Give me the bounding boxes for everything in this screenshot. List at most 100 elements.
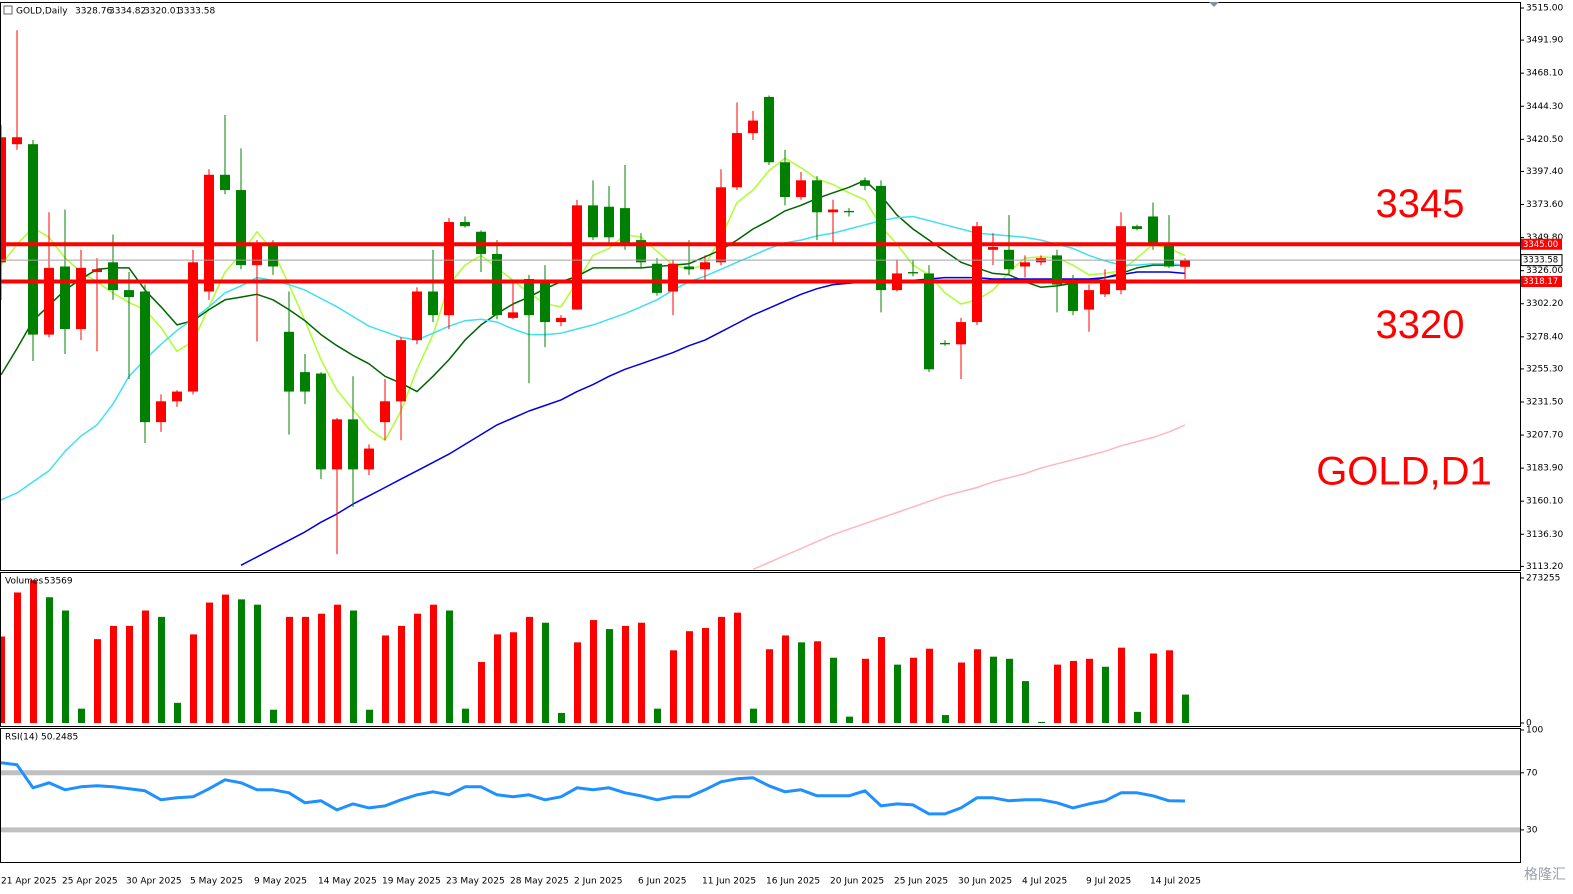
level-tag: 3345.00 bbox=[1523, 240, 1558, 250]
volume-bar bbox=[718, 616, 725, 723]
volume-bar bbox=[510, 632, 517, 723]
candle-body bbox=[700, 262, 710, 270]
candle-body bbox=[524, 278, 534, 316]
volume-bar bbox=[750, 708, 757, 723]
x-tick-label: 4 Jul 2025 bbox=[1022, 877, 1067, 887]
y-tick-label: 3491.90 bbox=[1526, 36, 1563, 46]
y-tick-label: 100 bbox=[1526, 726, 1543, 736]
volume-bar bbox=[94, 639, 101, 723]
candle-body bbox=[172, 391, 182, 402]
candle-body bbox=[1148, 216, 1158, 246]
candle-body bbox=[556, 317, 566, 323]
candle-body bbox=[460, 222, 470, 227]
candle-body bbox=[1020, 262, 1030, 267]
candle-body bbox=[396, 340, 406, 402]
candle-body bbox=[492, 253, 502, 316]
candle-body bbox=[364, 448, 374, 470]
volume-bar bbox=[590, 620, 597, 723]
volume-bar bbox=[958, 662, 965, 723]
volume-bar bbox=[942, 715, 949, 723]
volume-bar bbox=[1, 636, 5, 723]
candle-body bbox=[108, 262, 118, 291]
candle-body bbox=[12, 137, 22, 145]
candle-body bbox=[1, 137, 6, 263]
y-tick-label: 3183.90 bbox=[1526, 464, 1563, 474]
watermark: 格隆汇 bbox=[1524, 867, 1566, 883]
moving-average bbox=[752, 424, 1186, 570]
candle-body bbox=[1084, 290, 1094, 310]
candle-body bbox=[972, 226, 982, 323]
volume-bar bbox=[574, 642, 581, 723]
volume-bar bbox=[1150, 653, 1157, 723]
candle-body bbox=[204, 174, 214, 292]
candle-body bbox=[796, 180, 806, 198]
candle-body bbox=[908, 272, 918, 274]
level-annotation: 3345 bbox=[1376, 182, 1465, 226]
symbol-icon bbox=[3, 5, 13, 15]
candle-body bbox=[780, 162, 790, 198]
header-open: 3328.76 bbox=[75, 7, 112, 17]
candle-body bbox=[620, 208, 630, 245]
volume-bar bbox=[798, 642, 805, 723]
candle-body bbox=[860, 180, 870, 186]
volume-bar bbox=[366, 709, 373, 723]
volume-bar bbox=[990, 656, 997, 723]
volume-bar bbox=[302, 616, 309, 723]
y-tick-label: 3397.40 bbox=[1526, 167, 1563, 177]
volume-bar bbox=[1102, 666, 1109, 723]
y-tick-label: 3515.00 bbox=[1526, 4, 1563, 14]
candle-body bbox=[588, 205, 598, 238]
main-panel-frame bbox=[0, 2, 1521, 571]
volume-bar bbox=[702, 628, 709, 723]
volume-bar bbox=[862, 658, 869, 723]
volume-bar bbox=[222, 594, 229, 723]
y-tick-label: 3207.70 bbox=[1526, 431, 1563, 441]
period-marker bbox=[1209, 2, 1219, 7]
candle-body bbox=[1180, 260, 1190, 267]
candle-body bbox=[76, 267, 86, 330]
candle-body bbox=[268, 244, 278, 267]
candle-body bbox=[124, 290, 134, 298]
level-annotation: 3320 bbox=[1376, 303, 1465, 347]
y-tick-label: 3349.80 bbox=[1526, 233, 1563, 243]
volume-bar bbox=[1166, 650, 1173, 723]
volume-bar bbox=[190, 634, 197, 723]
candle-body bbox=[140, 291, 150, 423]
volume-bar bbox=[1134, 711, 1141, 723]
moving-average bbox=[1, 215, 1186, 501]
volume-bar bbox=[1070, 660, 1077, 723]
current-tag-bg bbox=[1520, 254, 1563, 267]
candle-body bbox=[956, 322, 966, 345]
volume-bar bbox=[894, 664, 901, 723]
volume-bar bbox=[878, 637, 885, 723]
volume-bar bbox=[766, 649, 773, 723]
candle-body bbox=[812, 180, 822, 213]
rsi-panel-frame bbox=[0, 728, 1521, 863]
candle-body bbox=[60, 266, 70, 330]
volume-bar bbox=[974, 649, 981, 723]
x-tick-label: 2 Jun 2025 bbox=[574, 877, 622, 887]
volume-bar bbox=[654, 708, 661, 723]
candle-body bbox=[604, 206, 614, 238]
volume-bar bbox=[254, 604, 261, 723]
volume-bar bbox=[494, 634, 501, 723]
volume-bar bbox=[78, 708, 85, 723]
volume-bar bbox=[142, 610, 149, 723]
candle-body bbox=[92, 269, 102, 273]
volume-bar bbox=[382, 635, 389, 723]
volume-bar bbox=[830, 657, 837, 723]
candle-body bbox=[1100, 280, 1110, 295]
moving-average bbox=[240, 271, 1186, 566]
volume-bar bbox=[126, 625, 133, 723]
level-tag-bg bbox=[1521, 276, 1562, 288]
rsi-line bbox=[1, 761, 1186, 816]
x-tick-label: 14 May 2025 bbox=[318, 877, 377, 887]
candle-body bbox=[652, 263, 662, 293]
y-tick-label: 3113.20 bbox=[1526, 562, 1563, 572]
candle-body bbox=[844, 210, 854, 213]
volume-bar bbox=[414, 613, 421, 723]
candle-body bbox=[684, 266, 694, 270]
level-tag-bg bbox=[1521, 238, 1562, 250]
moving-average bbox=[1, 157, 1186, 441]
